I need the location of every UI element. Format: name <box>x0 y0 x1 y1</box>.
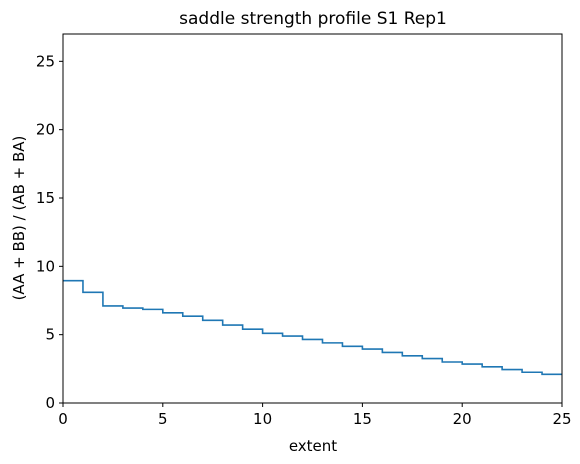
y-tick-label: 5 <box>45 326 55 344</box>
y-tick-label: 15 <box>36 189 55 207</box>
plot-frame <box>62 33 563 404</box>
y-axis-label: (AA + BB) / (AB + BA) <box>10 136 28 301</box>
x-tick-label: 25 <box>552 410 571 428</box>
x-tick-label: 0 <box>58 410 68 428</box>
chart-title: saddle strength profile S1 Rep1 <box>179 9 447 29</box>
y-tick-label: 20 <box>36 121 55 139</box>
x-tick-label: 10 <box>253 410 272 428</box>
y-axis: 0 5 10 15 20 25 <box>36 52 63 412</box>
x-axis: 0 5 10 15 20 25 <box>58 403 572 428</box>
x-tick-label: 5 <box>158 410 168 428</box>
y-tick-label: 10 <box>36 257 55 275</box>
plot-area <box>62 33 563 404</box>
series-line-0 <box>63 279 562 376</box>
y-tick-label: 25 <box>36 52 55 70</box>
y-tick-label: 0 <box>45 394 55 412</box>
x-tick-label: 20 <box>453 410 472 428</box>
x-tick-label: 15 <box>353 410 372 428</box>
x-axis-label: extent <box>289 437 337 455</box>
